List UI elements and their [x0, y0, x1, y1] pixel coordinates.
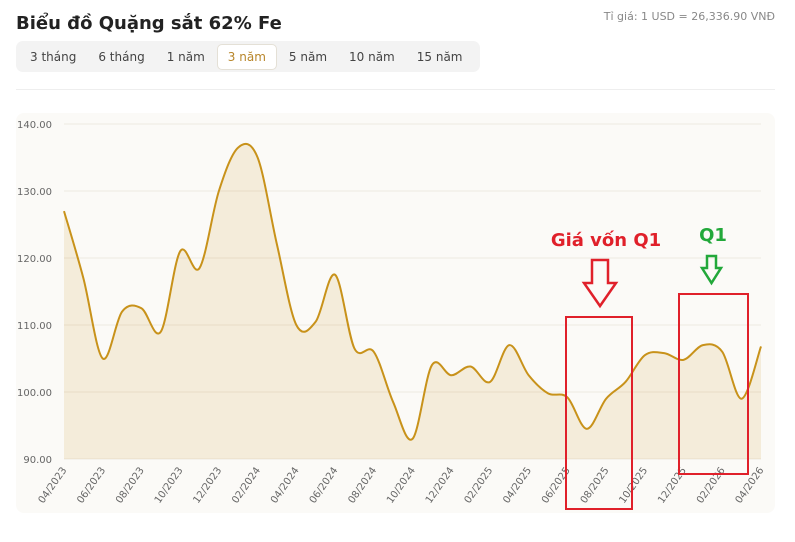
x-tick-label: 04/2025 — [501, 465, 534, 505]
y-tick-label: 100.00 — [17, 388, 52, 399]
x-tick-label: 12/2023 — [192, 465, 225, 505]
x-tick-label: 04/2023 — [37, 465, 70, 505]
x-tick-label: 02/2025 — [463, 465, 496, 505]
y-tick-label: 90.00 — [23, 455, 52, 466]
x-tick-label: 08/2025 — [579, 465, 612, 505]
y-tick-label: 130.00 — [17, 187, 52, 198]
highlight-box — [565, 316, 633, 510]
y-tick-label: 120.00 — [17, 254, 52, 265]
separator — [16, 89, 775, 90]
range-tab[interactable]: 3 năm — [216, 43, 277, 70]
x-tick-label: 08/2024 — [346, 465, 379, 505]
x-tick-label: 12/2024 — [424, 465, 457, 505]
x-tick-label: 04/2024 — [269, 465, 302, 505]
range-tab[interactable]: 5 năm — [288, 49, 328, 64]
tab-bar: 3 tháng 6 tháng 1 năm 3 năm 5 năm 10 năm 15 nă… — [16, 41, 480, 72]
x-tick-label: 10/2024 — [385, 465, 418, 505]
annotation: Giá vốn Q1 — [551, 230, 661, 251]
x-tick-label: 08/2023 — [114, 465, 147, 505]
chart-card — [16, 113, 775, 513]
area-fill — [64, 143, 761, 460]
line — [63, 142, 762, 441]
x-tick-label: 04/2026 — [734, 465, 767, 505]
y-tick-label: 110.00 — [17, 321, 52, 332]
annotation: Q1 — [699, 225, 727, 246]
range-tab[interactable]: 1 năm — [166, 49, 205, 64]
x-tick-label: 06/2025 — [540, 465, 573, 505]
x-tick-label: 02/2026 — [695, 465, 728, 505]
y-tick-label: 140.00 — [17, 120, 52, 131]
x-tick-label: 06/2023 — [75, 465, 108, 505]
x-tick-label: 10/2025 — [617, 465, 650, 505]
x-tick-label: 02/2024 — [230, 465, 263, 505]
exchange-rate: Tỉ giá: 1 USD = 26,336.90 VNĐ — [603, 10, 775, 23]
range-tab[interactable]: 6 tháng — [98, 49, 145, 64]
arrow — [699, 254, 724, 286]
x-tick-label: 06/2024 — [308, 465, 341, 505]
range-tab[interactable]: 3 tháng — [30, 49, 77, 64]
highlight-box — [678, 293, 749, 475]
x-tick-label: 10/2023 — [153, 465, 186, 505]
title: Biểu đồ Quặng sắt 62% Fe — [16, 13, 282, 34]
x-tick-label: 12/2025 — [656, 465, 689, 505]
range-tab[interactable]: 15 năm — [416, 49, 463, 64]
arrow — [581, 258, 619, 309]
range-tab[interactable]: 10 năm — [349, 49, 395, 64]
